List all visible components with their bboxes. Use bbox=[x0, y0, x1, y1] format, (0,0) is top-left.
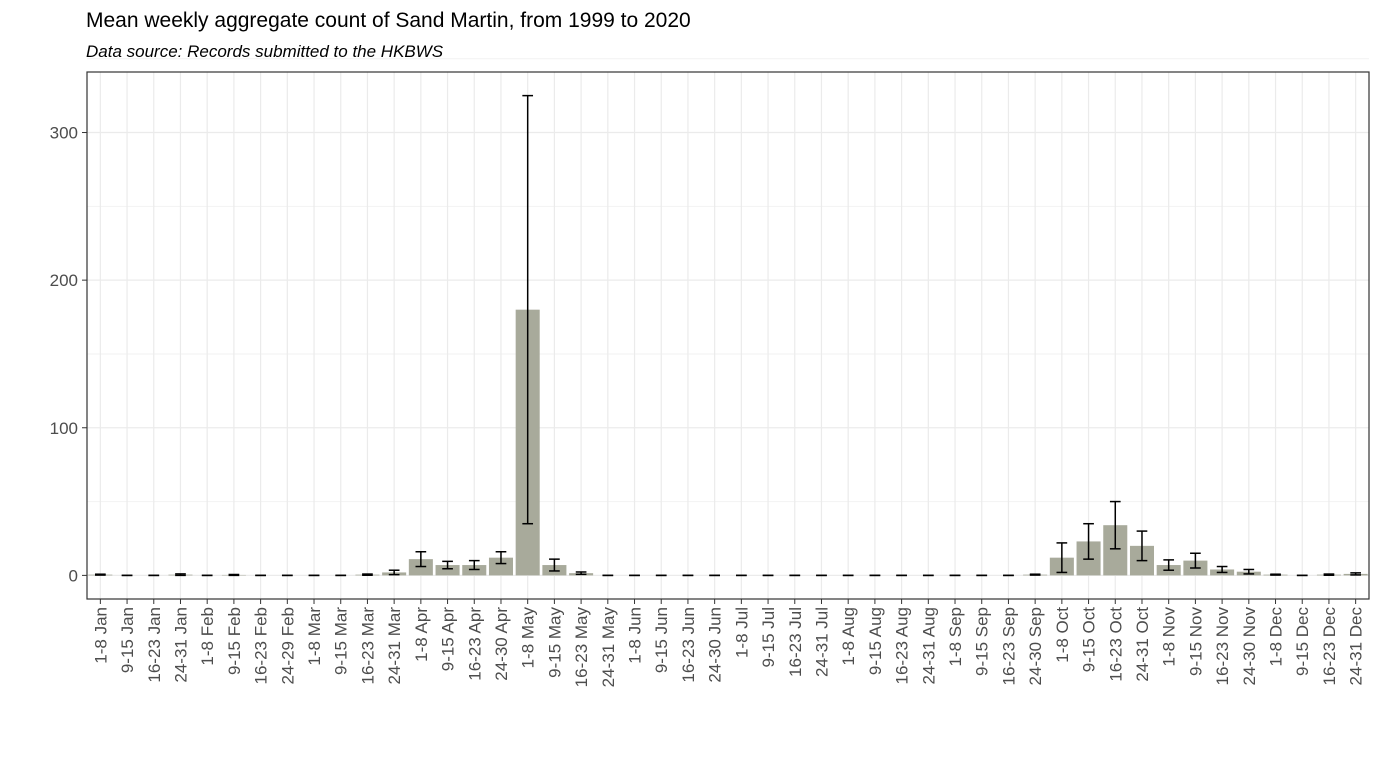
x-tick-label: 16-23 Jul bbox=[786, 607, 805, 677]
x-tick-label: 9-15 May bbox=[545, 607, 564, 678]
y-tick-label: 200 bbox=[50, 271, 78, 290]
x-tick-label: 1-8 Sep bbox=[946, 607, 965, 667]
x-tick-label: 9-15 Apr bbox=[439, 607, 458, 672]
x-tick-label: 16-23 Aug bbox=[893, 607, 912, 685]
x-tick-label: 1-8 Mar bbox=[305, 607, 324, 666]
x-tick-label: 16-23 Apr bbox=[465, 607, 484, 681]
x-tick-label: 1-8 Aug bbox=[839, 607, 858, 666]
panel-background bbox=[87, 72, 1369, 599]
plot-area: 0 100 200 300 1-8 Jan 9-15 Jan 16-23 Jan 24-31 … bbox=[50, 59, 1369, 688]
error-bar bbox=[1324, 574, 1335, 575]
x-tick-label: 1-8 Feb bbox=[198, 607, 217, 666]
error-bar bbox=[175, 574, 186, 575]
x-tick-label: 24-31 May bbox=[599, 607, 618, 688]
x-tick-label: 9-15 Jun bbox=[652, 607, 671, 673]
x-tick-label: 24-31 Dec bbox=[1347, 607, 1366, 686]
x-tick-label: 9-15 Aug bbox=[866, 607, 885, 675]
x-tick-label: 16-23 May bbox=[572, 607, 591, 688]
x-tick-label: 1-8 Jun bbox=[626, 607, 645, 664]
x-tick-label: 16-23 Jan bbox=[145, 607, 164, 683]
x-tick-label: 16-23 Dec bbox=[1320, 607, 1339, 686]
x-tick-label: 9-15 Jul bbox=[759, 607, 778, 667]
y-tick-label: 300 bbox=[50, 124, 78, 143]
x-tick-label: 16-23 Jun bbox=[679, 607, 698, 683]
x-tick-label: 1-8 May bbox=[519, 607, 538, 669]
x-tick-label: 24-30 Nov bbox=[1240, 607, 1259, 686]
error-bar bbox=[362, 574, 373, 575]
x-tick-label: 16-23 Nov bbox=[1213, 607, 1232, 686]
x-tick-label: 9-15 Feb bbox=[225, 607, 244, 675]
x-tick-label: 9-15 Sep bbox=[973, 607, 992, 676]
chart-title: Mean weekly aggregate count of Sand Mart… bbox=[86, 9, 691, 32]
x-tick-label: 24-31 Oct bbox=[1133, 607, 1152, 682]
error-bar bbox=[1030, 574, 1041, 575]
x-tick-label: 24-29 Feb bbox=[278, 607, 297, 685]
error-bar bbox=[95, 574, 106, 575]
x-tick-label: 16-23 Mar bbox=[358, 607, 377, 685]
x-tick-label: 1-8 Apr bbox=[412, 607, 431, 662]
x-tick-label: 9-15 Dec bbox=[1293, 607, 1312, 676]
x-tick-label: 24-31 Mar bbox=[385, 607, 404, 685]
x-tick-label: 1-8 Jul bbox=[732, 607, 751, 658]
x-tick-label: 9-15 Jan bbox=[118, 607, 137, 673]
x-tick-label: 24-30 Apr bbox=[492, 607, 511, 681]
x-tick-label: 16-23 Sep bbox=[999, 607, 1018, 685]
x-tick-label: 24-31 Jan bbox=[171, 607, 190, 683]
x-tick-label: 9-15 Oct bbox=[1080, 607, 1099, 672]
x-tick-label: 24-30 Sep bbox=[1026, 607, 1045, 685]
y-tick-label: 100 bbox=[50, 419, 78, 438]
x-tick-label: 9-15 Mar bbox=[332, 607, 351, 675]
chart-subtitle: Data source: Records submitted to the HK… bbox=[86, 42, 444, 61]
y-tick-label: 0 bbox=[69, 566, 78, 585]
error-bar bbox=[1270, 574, 1281, 575]
x-tick-label: 1-8 Jan bbox=[91, 607, 110, 664]
x-tick-label: 24-31 Jul bbox=[812, 607, 831, 677]
x-tick-label: 1-8 Oct bbox=[1053, 607, 1072, 663]
x-tick-label: 1-8 Dec bbox=[1267, 607, 1286, 667]
x-tick-label: 9-15 Nov bbox=[1186, 607, 1205, 676]
x-tick-label: 1-8 Nov bbox=[1160, 607, 1179, 667]
x-tick-label: 16-23 Feb bbox=[252, 607, 271, 685]
x-tick-label: 16-23 Oct bbox=[1106, 607, 1125, 682]
error-bar bbox=[229, 574, 240, 575]
x-tick-label: 24-30 Jun bbox=[706, 607, 725, 683]
x-tick-label: 24-31 Aug bbox=[919, 607, 938, 685]
